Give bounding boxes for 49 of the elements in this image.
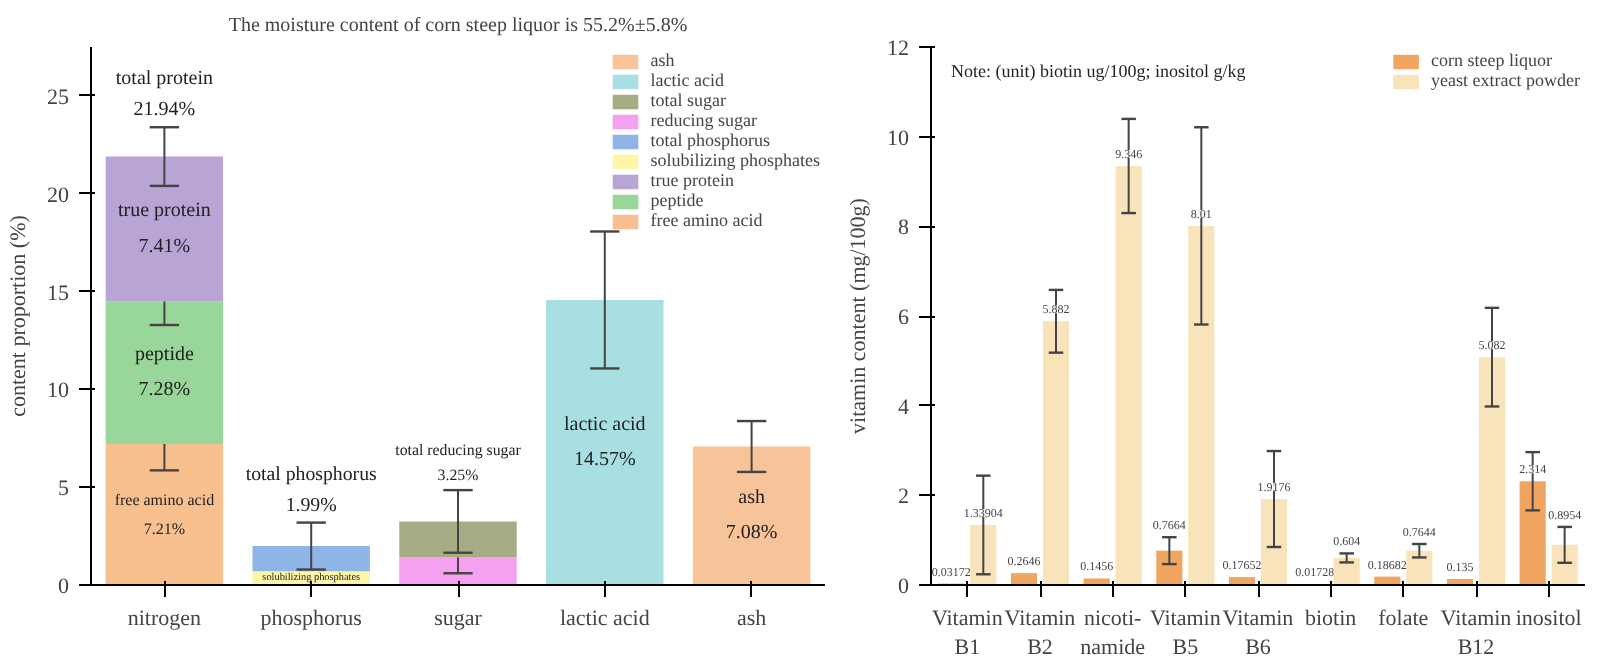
x-tick-label: nitrogen — [127, 607, 203, 631]
legend-label: true protein — [650, 170, 734, 190]
y-tick-label: 4 — [898, 395, 910, 420]
y-tick-label: 10 — [887, 126, 910, 151]
chart-title: The moisture content of corn steep liquor is 55.2%±5.8% — [228, 15, 688, 37]
legend-label: peptide — [650, 190, 704, 210]
legend-label: yeast extract powder — [1431, 70, 1580, 90]
y-tick-label: 20 — [47, 183, 70, 208]
x-tick-label: Vitamin B12 — [1440, 607, 1513, 660]
y-tick-label: 10 — [47, 379, 70, 404]
legend-label: total sugar — [650, 90, 726, 110]
legend-label: total phosphorus — [650, 130, 770, 150]
x-tick-label: ash — [736, 607, 768, 631]
total-label: total phosphorus 1.99% — [245, 463, 378, 517]
data-label: ash 7.08% — [725, 487, 778, 545]
y-tick-label: 2 — [898, 485, 909, 510]
legend-label: reducing sugar — [650, 110, 757, 130]
y-tick-label: 6 — [898, 306, 910, 330]
x-tick-label: folate — [1378, 607, 1429, 631]
y-axis-title: vitamin content (mg/100g) — [847, 197, 871, 434]
y-tick-label: 0 — [58, 575, 70, 599]
legend-label: corn steep liquor — [1431, 50, 1553, 70]
legend-label: ash — [650, 50, 677, 70]
legend-label: free amino acid — [650, 210, 763, 230]
data-label: peptide 7.28% — [134, 344, 195, 402]
x-tick-label: Vitamin B6 — [1222, 607, 1295, 660]
data-label: lactic acid 14.57% — [563, 413, 646, 472]
x-tick-label: Vitamin B5 — [1149, 607, 1222, 660]
x-tick-label: phosphorus — [260, 607, 362, 631]
y-tick-label: 25 — [47, 85, 70, 110]
x-tick-label: lactic acid — [559, 607, 651, 631]
legend-label: lactic acid — [650, 70, 724, 90]
total-label: total protein 21.94% — [115, 68, 214, 122]
x-tick-label: inositol — [1515, 607, 1582, 631]
data-label: true protein 7.41% — [118, 200, 211, 258]
x-tick-label: Vitamin B2 — [1004, 607, 1077, 660]
x-tick-label: nicoti- namide — [1080, 607, 1146, 660]
legend-label: solubilizing phosphates — [650, 150, 820, 170]
y-tick-label: 5 — [58, 477, 70, 502]
y-axis-title: content proportion (%) — [7, 214, 31, 417]
x-tick-label: sugar — [434, 607, 483, 631]
x-tick-label: Vitamin B1 — [931, 607, 1004, 660]
y-tick-label: 0 — [898, 575, 910, 599]
annotation: Note: (unit) biotin ug/100g; inositol g/kg — [951, 61, 1247, 81]
y-tick-label: 12 — [887, 37, 909, 61]
x-tick-label: biotin — [1305, 607, 1358, 631]
y-tick-label: 15 — [47, 281, 70, 306]
data-label: free amino acid 7.21% — [114, 491, 215, 538]
y-tick-label: 8 — [898, 216, 910, 241]
